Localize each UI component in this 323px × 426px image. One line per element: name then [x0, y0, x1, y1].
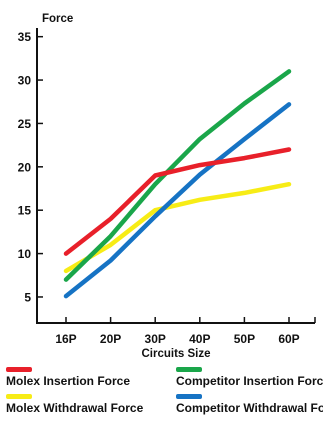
legend-label: Competitor Insertion Force — [176, 374, 323, 388]
series-line — [63, 147, 292, 256]
legend-swatch — [176, 394, 202, 399]
x-ticks: 16P 20P 30P 40P 50P 60P — [55, 317, 316, 346]
x-tick-label: 20P — [100, 332, 121, 346]
legend: Molex Insertion Force Competitor Insertio… — [6, 367, 323, 415]
series-line — [63, 181, 292, 274]
legend-swatch — [6, 394, 32, 399]
legend-label: Molex Withdrawal Force — [6, 401, 144, 415]
axes — [36, 28, 315, 324]
x-tick-label: 30P — [145, 332, 166, 346]
series-line — [63, 69, 292, 282]
series-lines — [63, 69, 292, 299]
x-tick-label: 16P — [55, 332, 76, 346]
x-tick-label: 50P — [234, 332, 255, 346]
legend-label: Molex Insertion Force — [6, 374, 130, 388]
y-tick-label: 35 — [18, 30, 32, 44]
legend-swatch — [176, 367, 202, 372]
series-line — [63, 102, 292, 299]
y-tick-label: 5 — [24, 290, 31, 304]
y-tick-label: 30 — [18, 74, 32, 88]
x-tick-label: 60P — [278, 332, 299, 346]
x-tick-label: 40P — [189, 332, 210, 346]
y-tick-label: 25 — [18, 117, 32, 131]
y-ticks: 5 10 15 20 25 30 35 — [18, 30, 43, 304]
legend-swatch — [6, 367, 32, 372]
y-tick-label: 20 — [18, 160, 32, 174]
y-tick-label: 10 — [18, 247, 32, 261]
y-axis-title: Force — [42, 13, 73, 25]
y-tick-label: 15 — [18, 204, 32, 218]
legend-label: Competitor Withdrawal Force — [176, 401, 323, 415]
x-axis-title: Circuits Size — [141, 348, 210, 360]
